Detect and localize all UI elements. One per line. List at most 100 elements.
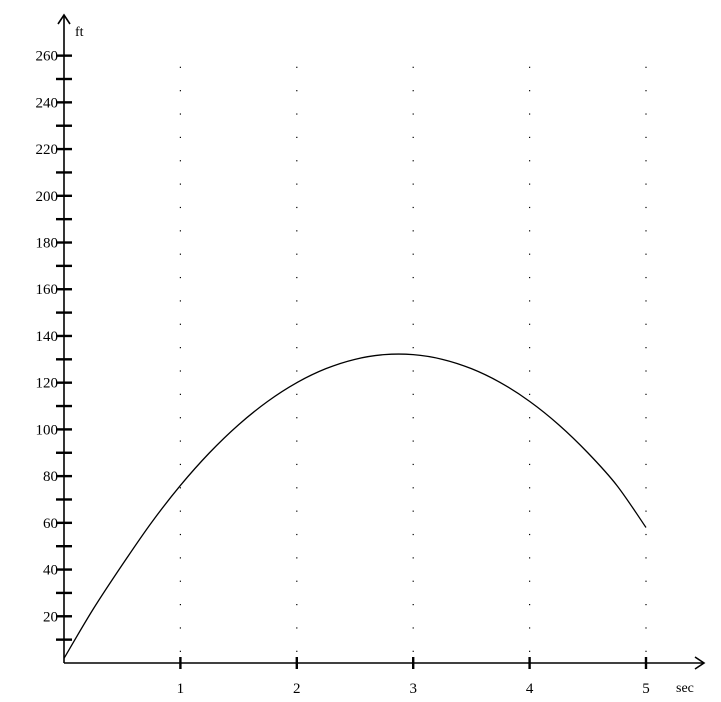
grid-dot (179, 417, 181, 419)
x-axis-label: sec (676, 681, 694, 696)
grid-dot (529, 136, 531, 138)
grid-dot (529, 183, 531, 185)
grid-dot (179, 300, 181, 302)
grid-dot (179, 113, 181, 115)
grid-dot (529, 253, 531, 255)
grid-dot (529, 440, 531, 442)
grid-dot (645, 276, 647, 279)
grid-dot (179, 463, 181, 466)
series-curve-group (63, 353, 647, 659)
grid-dot (529, 533, 531, 536)
grid-dot (645, 253, 647, 255)
grid-dot (412, 370, 414, 372)
grid-dot (645, 440, 647, 442)
x-tick-label-5: 5 (642, 681, 650, 697)
grid-dot (645, 136, 647, 138)
x-axis-arrow-icon (694, 656, 706, 670)
grid-dot (296, 557, 298, 559)
grid-dot (412, 580, 414, 582)
grid-dot (529, 510, 531, 512)
grid-dot (645, 230, 647, 232)
grid-dot (529, 604, 531, 606)
y-tick-label-40: 40 (43, 563, 58, 579)
grid-dot (179, 557, 181, 559)
grid-dot (645, 604, 647, 606)
y-axis-arrow-icon (57, 13, 71, 25)
grid-dot (645, 580, 647, 582)
grid-dot (645, 300, 647, 302)
y-tick-label-20: 20 (43, 609, 58, 625)
grid-dot (412, 160, 414, 162)
grid-dot (529, 230, 531, 232)
grid-dot (645, 627, 647, 629)
grid-dot (296, 113, 298, 115)
grid-dot (412, 533, 414, 536)
grid-dot (645, 206, 647, 209)
grid-dot (296, 230, 298, 232)
grid-dot (296, 510, 298, 512)
grid-dot (412, 510, 414, 512)
grid-dot (529, 370, 531, 372)
grid-dot (179, 347, 181, 349)
grid-dot (179, 440, 181, 442)
tick-marks (56, 54, 648, 669)
x-tick-label-3: 3 (409, 681, 417, 697)
grid-dot (529, 487, 531, 489)
grid-dot (296, 370, 298, 372)
grid-dot (529, 90, 531, 92)
grid-dot (296, 580, 298, 582)
grid-dot (529, 557, 531, 559)
grid-dot (645, 533, 647, 536)
grid-dot (529, 417, 531, 419)
grid-dot (529, 160, 531, 162)
grid-dot (296, 276, 298, 279)
grid-dot (645, 370, 647, 372)
grid-dot (179, 206, 181, 209)
grid-dot (296, 90, 298, 92)
grid-dot (296, 533, 298, 536)
grid-dot (412, 323, 414, 325)
grid-dot (645, 510, 647, 512)
grid-dot (412, 347, 414, 349)
grid-dot (412, 393, 414, 395)
axes (57, 13, 706, 670)
grid-dot (179, 276, 181, 279)
grid-dot (412, 66, 414, 68)
grid-column-2 (296, 66, 298, 652)
grid-column-1 (179, 66, 181, 652)
grid-dot (645, 393, 647, 395)
grid-dot (296, 393, 298, 395)
grid-dot (529, 206, 531, 209)
grid-dot (296, 440, 298, 442)
tick-labels: 1 2 3 4 5 20 40 60 80 100 120 140 160 180 200 220 240 260 (36, 49, 650, 697)
grid-column-3 (412, 66, 414, 652)
grid-dot (529, 650, 531, 652)
grid-dot (412, 183, 414, 185)
grid-dot (412, 230, 414, 232)
grid-dot (529, 276, 531, 279)
grid-dot (529, 323, 531, 325)
grid-dot (412, 650, 414, 652)
grid-dot (179, 90, 181, 92)
grid-dot (645, 487, 647, 489)
grid-dot (412, 557, 414, 559)
grid-dot (296, 323, 298, 325)
grid-dot (296, 160, 298, 162)
x-tick-label-4: 4 (526, 681, 534, 697)
grid-dot (412, 440, 414, 442)
grid-dot (412, 604, 414, 606)
y-tick-label-260: 260 (36, 49, 59, 65)
grid-dot (179, 136, 181, 138)
grid-dot (645, 160, 647, 162)
grid-dot (412, 206, 414, 209)
grid-dots (179, 66, 647, 652)
grid-dot (645, 463, 647, 466)
grid-dot (412, 276, 414, 279)
x-tick-label-2: 2 (293, 681, 301, 697)
grid-dot (296, 136, 298, 138)
y-tick-label-160: 160 (36, 282, 59, 298)
grid-dot (179, 66, 181, 68)
grid-dot (296, 604, 298, 606)
grid-dot (412, 253, 414, 255)
